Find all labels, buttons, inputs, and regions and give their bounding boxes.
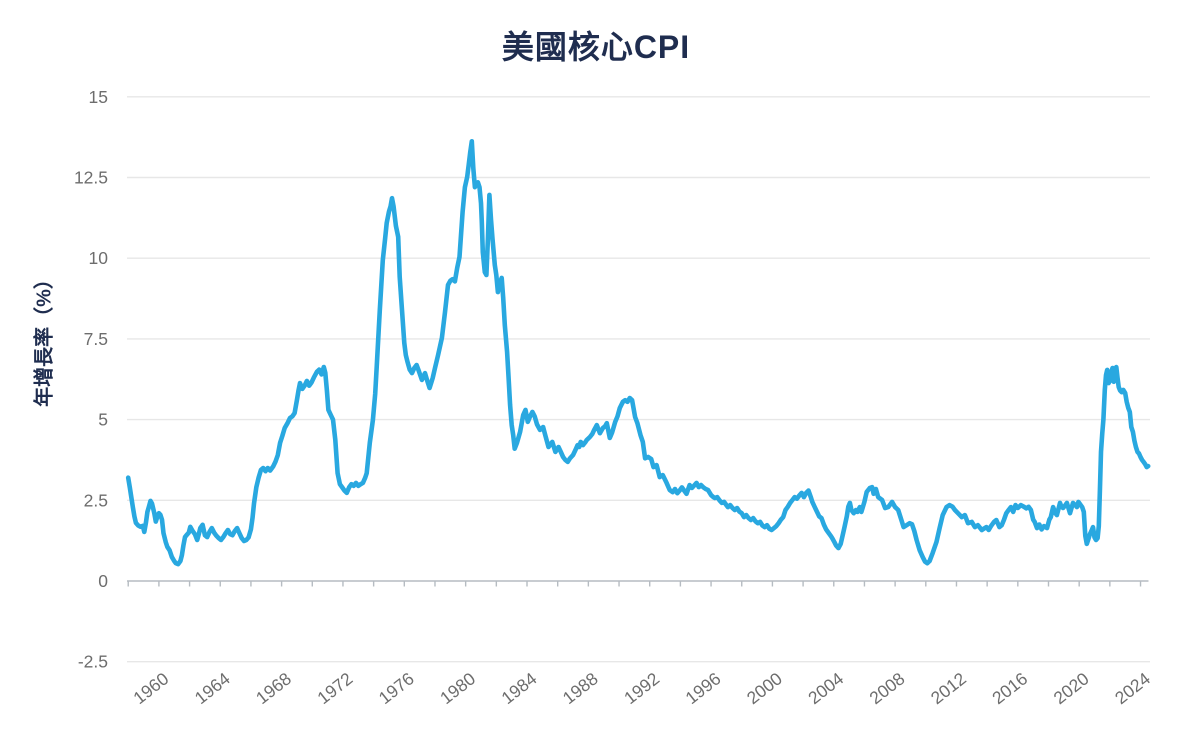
x-tick-label: 1960 — [129, 668, 172, 708]
x-tick-label: 1980 — [436, 668, 479, 708]
x-tick-label: 1996 — [682, 668, 725, 708]
x-tick-label: 2000 — [743, 668, 786, 708]
y-tick-label: 5 — [98, 410, 108, 430]
x-tick-label: 1992 — [620, 668, 663, 708]
x-tick-label: 2008 — [866, 668, 909, 708]
x-tick-label: 2012 — [927, 668, 970, 708]
x-tick-label: 2020 — [1050, 668, 1093, 708]
x-tick-label: 1984 — [497, 668, 540, 708]
x-tick-label: 2024 — [1111, 668, 1154, 708]
y-tick-label: 2.5 — [84, 490, 108, 510]
y-tick-label: -2.5 — [78, 652, 108, 672]
x-tick-label: 1964 — [191, 668, 234, 708]
y-tick-label: 7.5 — [84, 329, 108, 349]
x-tick-label: 1976 — [375, 668, 418, 708]
x-tick-label: 2004 — [804, 668, 847, 708]
x-tick-label: 1988 — [559, 668, 602, 708]
x-tick-label: 1968 — [252, 668, 295, 708]
y-tick-label: 10 — [89, 248, 109, 268]
y-tick-label: 15 — [89, 87, 108, 107]
x-tick-label: 2016 — [988, 668, 1031, 708]
cpi-line — [125, 139, 1151, 567]
chart-title: 美國核心CPI — [501, 29, 691, 65]
x-tick-label: 1972 — [313, 668, 356, 708]
y-tick-label: 12.5 — [74, 168, 108, 188]
y-tick-label: 0 — [98, 571, 108, 591]
